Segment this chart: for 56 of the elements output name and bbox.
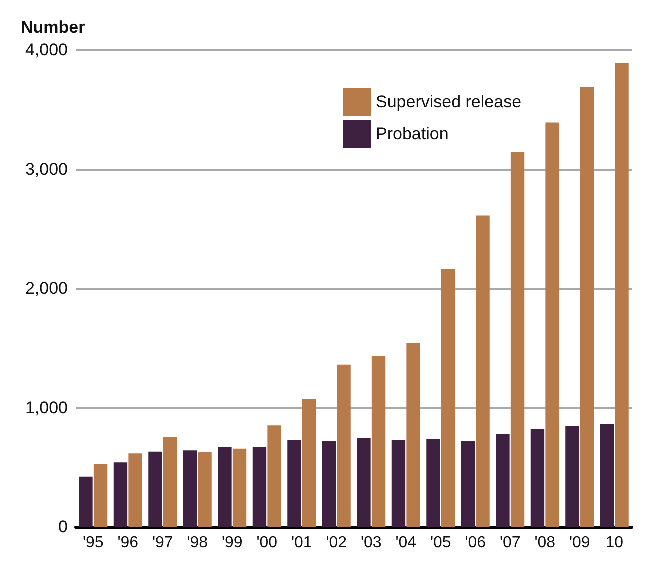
bar: [302, 399, 316, 527]
bar: [94, 464, 108, 527]
legend-label: Probation: [376, 124, 449, 144]
y-tick-label: 1,000: [25, 398, 68, 418]
bar: [441, 269, 456, 527]
bar: [218, 447, 232, 527]
bar: [461, 441, 476, 527]
y-tick-label: 0: [58, 518, 68, 536]
bar: [372, 356, 386, 527]
x-tick-label: '06: [465, 534, 486, 552]
bar: [148, 452, 162, 527]
bar: [337, 364, 351, 527]
y-tick-label: 4,000: [25, 40, 68, 60]
bar: [268, 426, 282, 527]
bar: [510, 152, 525, 527]
x-tick-label: '98: [187, 534, 208, 552]
bar: [566, 426, 580, 527]
bar: [406, 343, 420, 527]
bar: [615, 63, 629, 527]
y-tick-label: 3,000: [25, 160, 68, 179]
x-tick-label: '08: [534, 534, 556, 552]
bar: [357, 438, 371, 527]
bar: [546, 122, 560, 527]
bar: [114, 462, 128, 527]
bar: [288, 440, 302, 527]
bar: [392, 440, 406, 527]
bar: [580, 86, 594, 527]
bar: [198, 452, 212, 527]
bar: [600, 424, 614, 527]
x-tick-label: '02: [326, 534, 348, 552]
x-tick-label: '97: [152, 534, 174, 552]
x-tick-label: 10: [606, 534, 624, 552]
x-tick-label: '09: [569, 534, 590, 552]
x-tick-label: '00: [256, 534, 278, 552]
bar: [476, 216, 490, 527]
x-tick-label: '07: [500, 534, 521, 552]
bar: [79, 476, 93, 527]
x-tick-label: '95: [82, 534, 104, 552]
bar: [530, 429, 545, 527]
bar: [252, 447, 267, 527]
bar: [496, 434, 510, 527]
x-tick-label: '99: [222, 534, 243, 552]
bar: [163, 436, 178, 527]
x-tick-label: '05: [430, 534, 452, 552]
legend-label: Supervised release: [376, 92, 522, 112]
bar: [128, 454, 142, 527]
bar: [322, 441, 336, 527]
y-tick-label: 2,000: [25, 279, 68, 298]
x-tick-label: '01: [291, 534, 312, 552]
bar: [183, 450, 198, 527]
y-axis-title: Number: [21, 18, 86, 37]
x-tick-label: '03: [360, 534, 382, 552]
bar: [426, 439, 440, 527]
x-tick-label: '04: [396, 534, 417, 552]
bar: [232, 448, 247, 527]
x-tick-label: '96: [118, 534, 139, 552]
